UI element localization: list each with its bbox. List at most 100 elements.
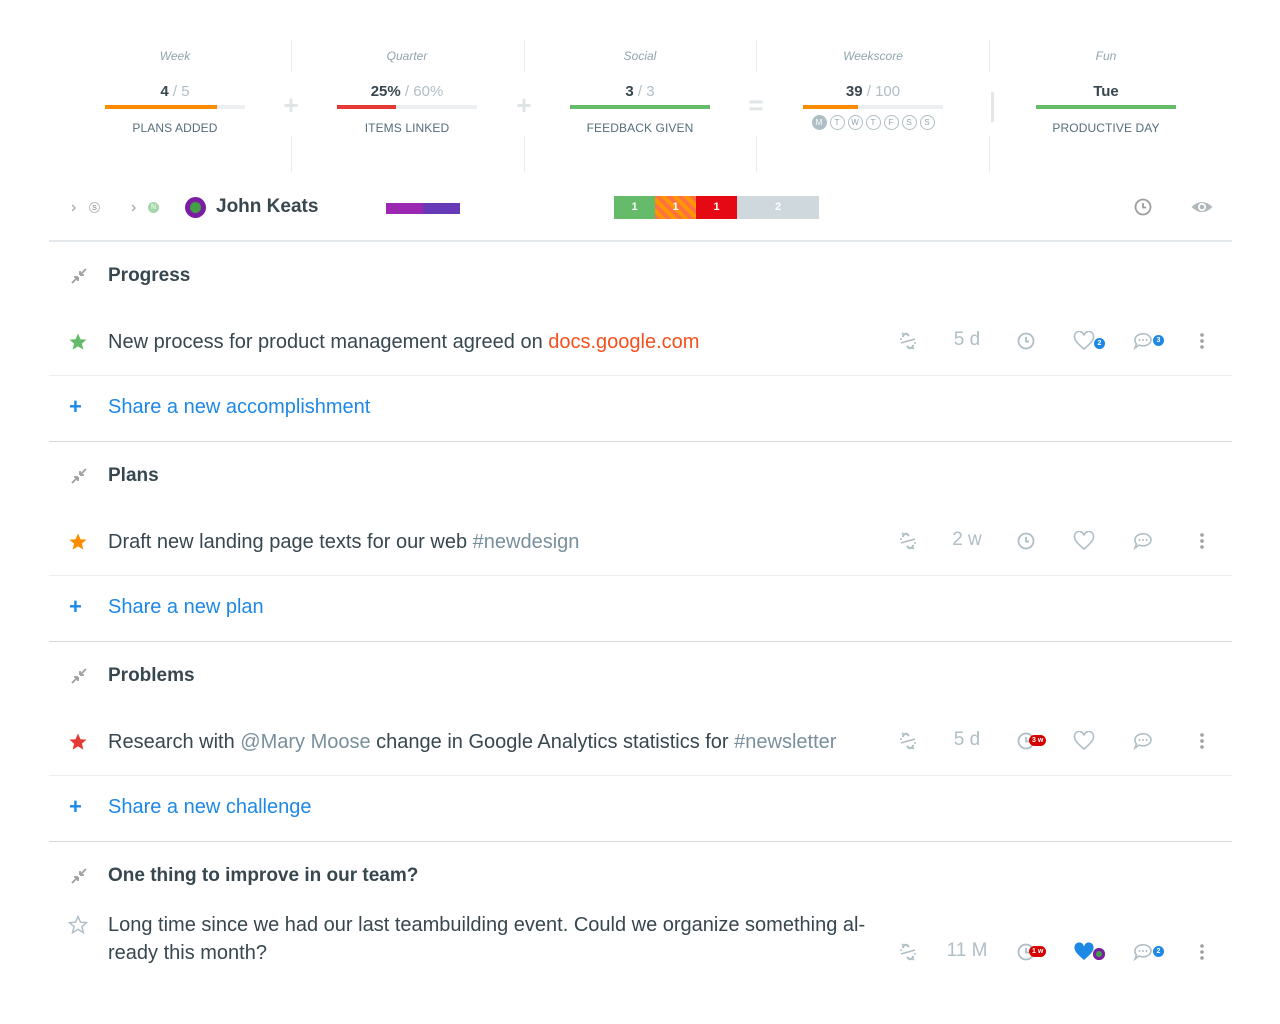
item-tag[interactable]: #newsletter	[734, 731, 837, 753]
list-item: New process for product management agree…	[49, 309, 1232, 376]
count-done[interactable]: 1	[614, 196, 655, 219]
weekday-1: T	[829, 115, 845, 130]
collapse-icon[interactable]	[70, 267, 88, 290]
stat-current: 3	[625, 83, 634, 100]
link-icon[interactable]	[897, 730, 919, 757]
stat-value: 4 / 5	[105, 82, 245, 102]
stat-progress-bar	[105, 105, 245, 109]
add-item-button[interactable]: Share a new accomplishment	[108, 396, 371, 418]
stat-progress-fill	[337, 105, 396, 109]
link-icon[interactable]	[897, 330, 919, 357]
comment-icon[interactable]	[1132, 331, 1154, 356]
section-problems: Problems Research with @Mary Moose change…	[49, 643, 1232, 842]
stat-target: / 60%	[404, 83, 444, 100]
divider	[991, 92, 994, 122]
likes-badge: 2	[1094, 338, 1105, 349]
collapse-icon[interactable]	[70, 667, 88, 690]
stat-category: Quarter	[386, 49, 428, 63]
stat-progress-bar	[337, 105, 477, 109]
chevron-right-icon[interactable]: ›	[71, 199, 77, 216]
stat-caption: ITEMS LINKED	[364, 121, 450, 135]
stat-week: Week 4 / 5 PLANS ADDED	[105, 40, 245, 135]
heart-icon[interactable]	[1073, 530, 1095, 556]
stat-value: 39 / 100	[803, 82, 943, 102]
weekday-3: T	[865, 115, 881, 130]
heart-filled-icon[interactable]	[1073, 942, 1095, 967]
collapse-icon[interactable]	[70, 867, 88, 890]
add-item-button[interactable]: Share a new challenge	[108, 796, 312, 818]
eye-icon[interactable]	[1190, 197, 1214, 222]
due-badge: 1 w	[1029, 946, 1047, 957]
plus-icon[interactable]: +	[69, 794, 82, 819]
item-tag[interactable]: @Mary Moose	[240, 731, 371, 753]
item-text: Draft new landing page texts for our web…	[108, 528, 579, 556]
item-tag[interactable]: #newdesign	[472, 531, 580, 553]
plus-icon[interactable]: +	[69, 594, 82, 619]
item-text: New process for product management agree…	[108, 328, 699, 356]
stat-caption: FEEDBACK GIVEN	[586, 121, 694, 135]
comment-icon[interactable]	[1132, 942, 1154, 967]
star-icon[interactable]	[67, 914, 89, 940]
add-item-row[interactable]: + Share a new accomplishment	[49, 376, 1232, 442]
comment-icon[interactable]	[1132, 531, 1154, 556]
link-icon[interactable]	[897, 941, 919, 968]
stat-quarter: Quarter 25% / 60% ITEMS LINKED	[337, 40, 477, 135]
comment-icon[interactable]	[1132, 731, 1154, 756]
add-item-button[interactable]: Share a new plan	[108, 596, 264, 618]
section-title: Problems	[108, 665, 195, 686]
star-icon[interactable]	[68, 532, 88, 557]
clock-icon[interactable]	[1016, 531, 1036, 556]
stat-progress-bar	[570, 105, 710, 109]
add-item-row[interactable]: + Share a new plan	[49, 576, 1232, 642]
star-icon[interactable]	[68, 732, 88, 757]
link-icon[interactable]	[897, 530, 919, 557]
add-item-row[interactable]: + Share a new challenge	[49, 776, 1232, 842]
stat-progress-fill	[105, 105, 217, 109]
more-icon[interactable]	[1199, 332, 1205, 355]
item-age: 5 d	[953, 329, 981, 350]
user-name[interactable]: John Keats	[216, 196, 319, 217]
clock-icon[interactable]	[1016, 331, 1036, 356]
count-in-progress[interactable]: 1	[655, 196, 696, 219]
stat-value: 25% / 60%	[337, 82, 477, 102]
more-icon[interactable]	[1199, 532, 1205, 555]
mini-badge-s: S	[89, 202, 100, 213]
stat-category: Fun	[1095, 49, 1117, 63]
chevron-right-icon[interactable]: ›	[131, 199, 137, 216]
section-title: Plans	[108, 465, 159, 486]
stat-progress-bar	[803, 105, 943, 109]
stat-current: Tue	[1093, 83, 1119, 100]
more-icon[interactable]	[1199, 732, 1205, 755]
collapse-icon[interactable]	[70, 467, 88, 490]
count-blocked[interactable]: 1	[696, 196, 737, 219]
section-header: Problems	[49, 643, 1232, 709]
item-text: Long time since we had our last teambuil…	[108, 911, 868, 967]
item-text: Research with @Mary Moose change in Goog…	[108, 728, 836, 756]
list-item: Long time since we had our last teambuil…	[49, 909, 1232, 998]
clock-icon[interactable]	[1133, 197, 1153, 222]
operator: =	[748, 90, 764, 120]
divider	[756, 136, 757, 172]
stat-value: Tue	[1036, 82, 1176, 102]
heart-icon[interactable]	[1073, 730, 1095, 756]
heart-icon[interactable]	[1073, 330, 1095, 356]
star-icon[interactable]	[68, 332, 88, 357]
item-text-part: Long time since we had our last teambuil…	[108, 914, 866, 964]
comments-badge: 2	[1153, 946, 1164, 957]
plus-icon[interactable]: +	[69, 394, 82, 419]
comments-badge: 3	[1153, 335, 1164, 346]
count-open[interactable]: 2	[737, 196, 819, 219]
stat-progress-fill	[803, 105, 858, 109]
avatar[interactable]	[185, 197, 206, 218]
stats-header: Week 4 / 5 PLANS ADDED Quarter 25% / 60% ITEM…	[58, 40, 1233, 172]
divider	[989, 40, 990, 72]
more-icon[interactable]	[1199, 943, 1205, 966]
item-age: 5 d	[953, 729, 981, 750]
user-row: › S › N John Keats 1 1 1 2	[49, 185, 1232, 242]
stat-value: 3 / 3	[570, 82, 710, 102]
item-link[interactable]: docs.google.com	[548, 331, 700, 353]
liker-avatar[interactable]	[1093, 948, 1105, 960]
due-badge: 3 w	[1029, 735, 1047, 746]
stat-target: / 3	[637, 83, 655, 100]
divider	[291, 136, 292, 172]
